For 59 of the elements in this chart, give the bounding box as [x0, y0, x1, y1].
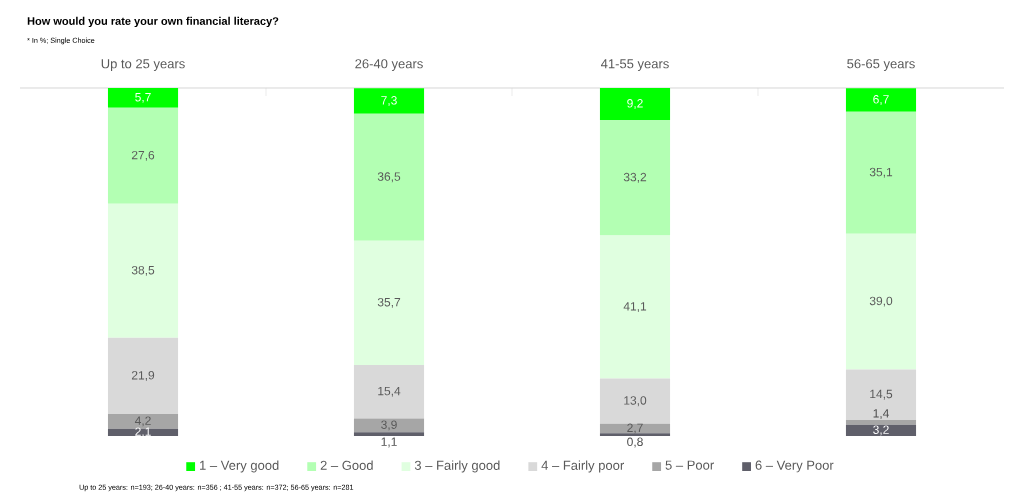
bar: [107, 87, 179, 108]
bar: [845, 233, 917, 370]
bar: [599, 423, 671, 434]
data-label: 35,7: [377, 297, 401, 308]
bar: [599, 120, 671, 236]
x-tick-label: 26-40 years: [355, 59, 423, 71]
data-label: 15,4: [378, 386, 401, 397]
data-label: 2,7: [627, 423, 643, 434]
x-tick-label: Up to 25 years: [101, 59, 185, 71]
data-label: 1,4: [873, 409, 889, 419]
data-label: 35,1: [869, 167, 893, 178]
x-tick-label: 56-65 years: [847, 59, 915, 71]
legend-label: 6 – Very Poor: [755, 460, 834, 473]
bar: [353, 113, 425, 241]
data-label: 33,2: [623, 172, 647, 183]
bar: [845, 369, 917, 420]
bar: [107, 414, 179, 429]
bar: [599, 235, 671, 379]
data-label: 7,3: [381, 96, 397, 106]
data-label: 9,2: [627, 99, 643, 109]
bar: [845, 111, 917, 234]
bar: [107, 428, 179, 436]
data-label: 36,5: [377, 172, 401, 183]
legend-label: 4 – Fairly poor: [541, 460, 624, 473]
bar: [599, 87, 671, 121]
legend-label: 2 – Good: [320, 460, 373, 470]
data-label: 13,0: [624, 396, 647, 407]
x-tick-label: 41-55 years: [600, 59, 669, 71]
bar: [353, 432, 425, 436]
bar: [353, 240, 425, 365]
data-label: 5,7: [135, 93, 151, 103]
data-label: 0,8: [627, 437, 643, 448]
data-label: 1,1: [381, 437, 397, 448]
legend-label: 3 – Fairly good: [414, 460, 500, 473]
legend-label: 5 – Poor: [665, 460, 714, 470]
bar: [353, 418, 425, 433]
bar: [845, 88, 917, 112]
bar: [107, 107, 179, 204]
data-label: 3,2: [873, 425, 889, 436]
bar: [599, 433, 671, 436]
bar: [845, 419, 917, 425]
chart-title: How would you rate your own financial literacy?: [27, 16, 279, 28]
bar: [353, 365, 425, 419]
bar: [107, 203, 179, 338]
bar: [353, 88, 425, 114]
legend-label: 1 – Very good: [200, 460, 279, 473]
bar: [107, 337, 179, 415]
data-label: 21,9: [131, 371, 155, 381]
data-label: 6,7: [873, 95, 889, 105]
data-label: 27,6: [131, 150, 155, 161]
data-label: 2,1: [135, 427, 151, 438]
data-label: 38,5: [131, 265, 155, 276]
data-label: 39,0: [869, 296, 893, 307]
data-label: 3,9: [381, 420, 397, 431]
data-label: 41,1: [623, 302, 647, 312]
bar: [599, 378, 671, 424]
data-label: 4,2: [134, 416, 151, 427]
bar: [845, 424, 917, 436]
data-label: 14,5: [870, 389, 893, 400]
